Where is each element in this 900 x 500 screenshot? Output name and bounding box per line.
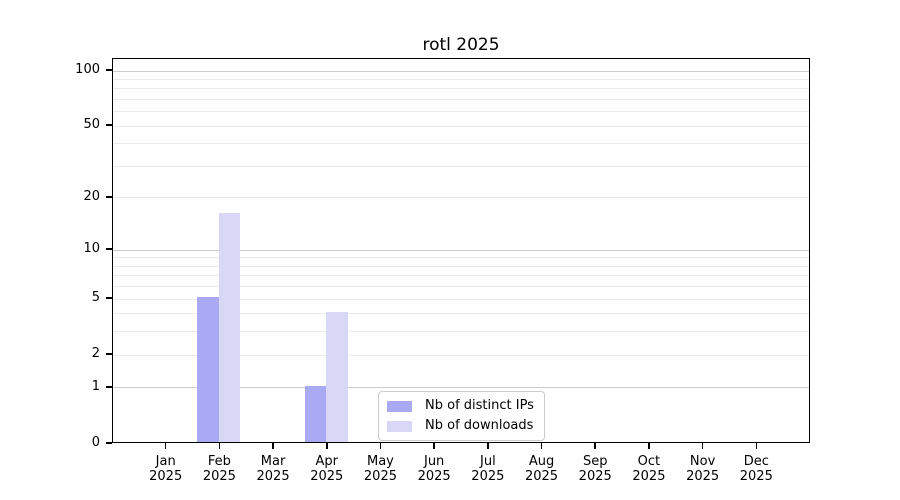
y-tick-20 xyxy=(106,196,112,198)
minor-gridline-2 xyxy=(113,354,809,356)
x-tick-label-nov: Nov 2025 xyxy=(686,454,720,484)
y-tick-100 xyxy=(106,69,112,71)
minor-gridline-20 xyxy=(113,197,809,199)
minor-gridline-90 xyxy=(113,78,809,80)
major-gridline-100 xyxy=(113,70,809,72)
minor-gridline-80 xyxy=(113,88,809,90)
minor-gridline-8 xyxy=(113,265,809,267)
bar-distinct-ips-feb xyxy=(197,297,219,442)
x-tick-label-feb: Feb 2025 xyxy=(202,454,236,484)
x-tick-label-sep: Sep 2025 xyxy=(578,454,612,484)
x-tick-feb xyxy=(218,443,221,449)
x-tick-label-apr: Apr 2025 xyxy=(310,454,344,484)
legend-item-distinct-ips: Nb of distinct IPs xyxy=(385,396,538,416)
minor-gridline-70 xyxy=(113,98,809,100)
y-tick-label-5: 5 xyxy=(91,290,100,306)
bar-distinct-ips-apr xyxy=(304,385,327,442)
minor-gridline-30 xyxy=(113,165,809,167)
minor-gridline-40 xyxy=(113,143,809,145)
x-tick-may xyxy=(379,443,382,449)
x-tick-jul xyxy=(487,443,489,449)
x-tick-label-may: May 2025 xyxy=(363,454,397,484)
legend: Nb of distinct IPs Nb of downloads xyxy=(378,391,545,441)
minor-gridline-4 xyxy=(113,313,809,315)
y-tick-5 xyxy=(106,297,112,299)
x-tick-label-jul: Jul 2025 xyxy=(471,454,505,484)
y-tick-label-2: 2 xyxy=(91,346,100,362)
y-tick-label-100: 100 xyxy=(75,62,100,77)
y-tick-0 xyxy=(106,442,112,444)
x-tick-label-jan: Jan 2025 xyxy=(149,454,183,484)
chart-title: rotl 2025 xyxy=(422,35,500,55)
x-tick-apr xyxy=(326,443,328,449)
minor-gridline-50 xyxy=(113,125,809,127)
bar-downloads-apr xyxy=(326,311,348,442)
x-tick-aug xyxy=(540,443,543,449)
x-tick-dec xyxy=(755,443,758,449)
x-tick-label-mar: Mar 2025 xyxy=(256,454,290,484)
minor-gridline-60 xyxy=(113,111,809,113)
bar-downloads-feb xyxy=(218,213,241,442)
x-tick-jan xyxy=(164,443,167,449)
y-tick-2 xyxy=(106,353,112,355)
plot-area xyxy=(112,58,810,443)
major-gridline-10 xyxy=(113,249,809,251)
y-tick-label-0: 0 xyxy=(91,435,100,450)
x-tick-label-oct: Oct 2025 xyxy=(632,454,666,484)
x-tick-label-jun: Jun 2025 xyxy=(417,454,451,484)
x-tick-nov xyxy=(701,443,704,449)
x-tick-mar xyxy=(272,443,274,449)
x-tick-label-aug: Aug 2025 xyxy=(524,454,559,484)
major-gridline-1 xyxy=(113,387,809,389)
x-tick-oct xyxy=(648,443,650,449)
minor-gridline-5 xyxy=(113,298,809,300)
minor-gridline-3 xyxy=(113,331,809,333)
y-tick-label-50: 50 xyxy=(83,117,100,133)
y-tick-50 xyxy=(106,124,112,126)
x-tick-jun xyxy=(433,443,435,449)
y-tick-1 xyxy=(106,386,112,388)
y-tick-label-10: 10 xyxy=(83,241,100,257)
legend-item-downloads: Nb of downloads xyxy=(385,416,538,436)
legend-label-distinct-ips: Nb of distinct IPs xyxy=(425,398,534,413)
minor-gridline-9 xyxy=(113,257,809,259)
x-tick-sep xyxy=(594,443,596,449)
legend-swatch-distinct-ips-icon xyxy=(387,400,412,412)
minor-gridline-6 xyxy=(113,286,809,288)
y-tick-label-20: 20 xyxy=(83,188,100,204)
legend-swatch-downloads-icon xyxy=(387,420,412,432)
legend-label-downloads: Nb of downloads xyxy=(425,418,534,433)
y-tick-10 xyxy=(106,248,112,250)
minor-gridline-7 xyxy=(113,275,809,277)
x-tick-label-dec: Dec 2025 xyxy=(739,454,773,484)
y-tick-label-1: 1 xyxy=(91,378,100,394)
